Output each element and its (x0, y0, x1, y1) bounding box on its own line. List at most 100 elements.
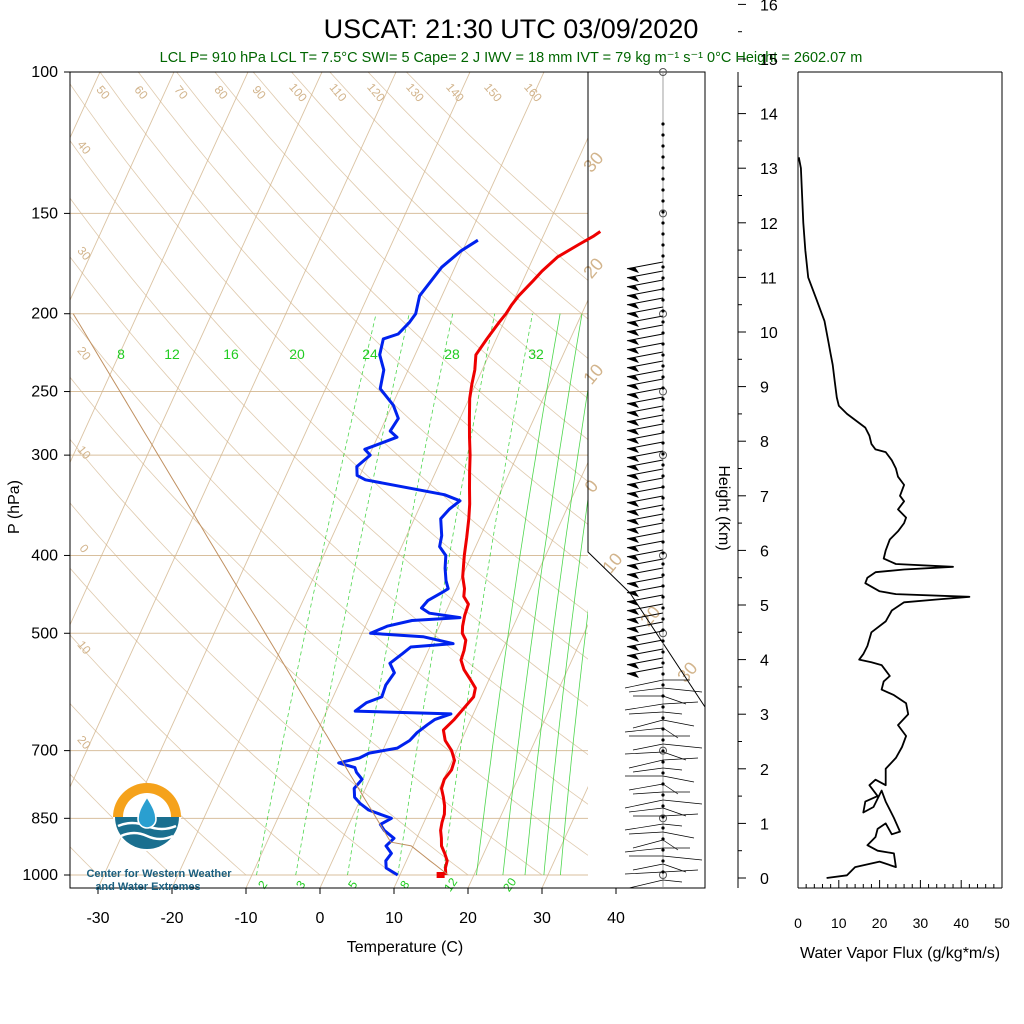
wind-barb-line (662, 831, 695, 839)
wind-barb (626, 477, 664, 489)
wind-dot (661, 683, 665, 687)
wind-barb-flag (627, 447, 639, 453)
height-tick-label: 12 (760, 216, 778, 233)
wind-circle-marker (659, 451, 667, 460)
wind-dot (661, 254, 665, 258)
wind-dot (661, 562, 665, 566)
wind-barb (626, 549, 664, 561)
skew-t-x-axis-label: Temperature (C) (347, 939, 463, 956)
wind-barb (626, 333, 664, 345)
dry-adiabat-line (70, 72, 588, 876)
series-water-vapor-flux (797, 157, 971, 879)
wind-barb (626, 297, 664, 309)
flux-x-tick-label: 20 (872, 915, 888, 931)
wind-dot (661, 298, 665, 302)
skew-t-background-labels: 50 60 70 80 90 100 110 120 130 140 150 160403020100… (74, 80, 701, 894)
wind-barb-line (632, 863, 664, 871)
mixing-ratio-line (347, 313, 454, 876)
wind-dot (661, 144, 665, 148)
mixing-ratio-label: 8 (117, 346, 125, 362)
cw3e-logo: Center for Western Weather and Water Ext… (86, 783, 232, 893)
wind-dot (661, 452, 665, 456)
wind-barb-line (624, 751, 664, 755)
right-isotherm-label: 30 (673, 658, 701, 686)
wind-barb-line (628, 783, 664, 791)
wind-dot (661, 210, 665, 214)
height-tick-label: 5 (760, 598, 769, 615)
wind-barb-flag (627, 510, 639, 516)
wind-barb (626, 459, 664, 471)
wind-dot (661, 265, 665, 269)
mixing-ratio-line (543, 313, 588, 876)
mixing-ratio-label: 32 (528, 346, 544, 362)
wind-barb-flag (627, 627, 639, 633)
wind-dot (661, 804, 665, 808)
wind-barb-flag (627, 276, 639, 282)
y-tick-label: 1000 (22, 867, 58, 884)
wind-barb-flag (627, 285, 639, 291)
wind-dot (661, 166, 665, 170)
flux-y-axis-label: Height (Km) (715, 465, 732, 550)
height-tick-label: 4 (760, 653, 769, 670)
dry-adiabat-line (70, 72, 173, 876)
height-tick-label: 9 (760, 380, 769, 397)
right-isotherm-label: 20 (579, 254, 607, 282)
right-isotherm-label: 0 (581, 476, 603, 497)
skew-t-frame (69, 71, 706, 889)
wind-barb-flag (627, 330, 639, 336)
wind-barb (626, 306, 664, 318)
wind-barb-flag (627, 456, 639, 462)
wind-barb (626, 414, 664, 426)
height-tick-label: 0 (760, 871, 769, 888)
dry-adiabat-line (99, 72, 588, 876)
x-tick-label: -20 (160, 910, 183, 927)
wind-barb-line (632, 791, 664, 795)
wind-barb-flag (627, 546, 639, 552)
wind-barb-line (662, 701, 699, 705)
x-tick-label: 30 (533, 910, 551, 927)
isotherm-label: 70 (171, 83, 191, 102)
wind-barb (626, 531, 664, 543)
dry-adiabat-line (70, 72, 588, 876)
wind-barb-line (662, 855, 703, 861)
wind-barb-line (624, 847, 664, 853)
wind-dot (661, 848, 665, 852)
mixing-ratio-line (442, 313, 533, 876)
chart-subtitle: LCL P= 910 hPa LCL T= 7.5°C SWI= 5 Cape=… (160, 50, 863, 66)
dry-adiabat-line (70, 72, 543, 876)
wind-barb-line (662, 767, 683, 771)
isotherm-label: 130 (403, 80, 427, 105)
wind-barb (626, 504, 664, 516)
wind-dot (661, 276, 665, 280)
wind-dot (661, 133, 665, 137)
wind-barb-flag (627, 555, 639, 561)
wind-barb (626, 270, 664, 282)
wind-dot (661, 463, 665, 467)
wind-barb (626, 441, 664, 453)
wind-barb-line (624, 679, 664, 689)
wind-barb (626, 360, 664, 372)
height-tick-label: 8 (760, 434, 769, 451)
y-tick-label: 500 (31, 625, 58, 642)
wind-barb (626, 603, 664, 615)
mixing-ratio-line (256, 313, 377, 876)
wind-dot (661, 705, 665, 709)
right-isotherm-label: 30 (579, 148, 607, 176)
height-tick-label: 14 (760, 107, 778, 124)
wind-dot (661, 837, 665, 841)
wind-barb-line (662, 783, 679, 795)
wind-dot (661, 672, 665, 676)
flux-x-tick-label: 40 (953, 915, 969, 931)
wind-dot (661, 199, 665, 203)
isotherm-label: 90 (249, 83, 269, 102)
wind-barb (626, 315, 664, 327)
mixing-ratio-line (524, 313, 588, 876)
wind-dot (661, 320, 665, 324)
wind-barb-flag (627, 645, 639, 651)
wind-barb-flag (627, 384, 639, 390)
left-isotherm-label: 10 (74, 638, 94, 657)
dry-adiabat-line (291, 72, 588, 876)
wind-dot (661, 793, 665, 797)
mixing-ratio-label: 16 (223, 346, 239, 362)
mixing-ratio-label: 24 (362, 346, 378, 362)
